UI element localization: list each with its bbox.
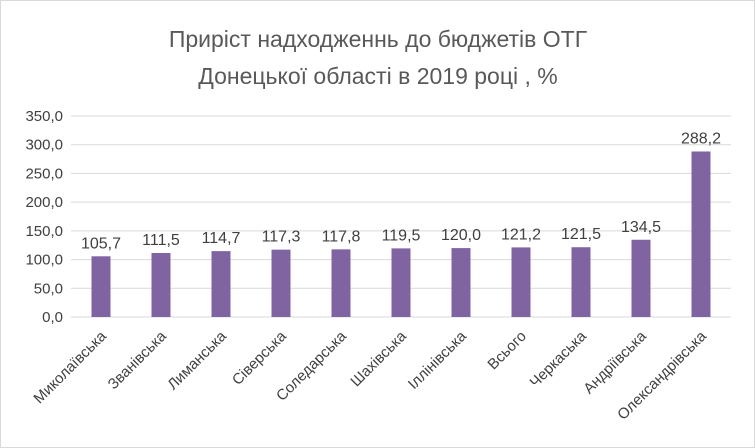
category-label: Сіверська bbox=[229, 327, 290, 388]
data-label: 114,7 bbox=[202, 230, 241, 247]
chart-title-line-2: Донецької області в 2019 році , % bbox=[198, 63, 558, 89]
bar bbox=[451, 248, 471, 317]
bar bbox=[391, 248, 411, 317]
y-tick-label: 200,0 bbox=[25, 194, 63, 211]
y-tick-label: 250,0 bbox=[25, 165, 63, 182]
data-label: 121,5 bbox=[561, 226, 601, 243]
category-label: Черкаська bbox=[527, 327, 591, 391]
bar bbox=[511, 247, 531, 317]
data-label: 111,5 bbox=[142, 232, 180, 249]
category-label: Всього bbox=[484, 328, 529, 373]
category-label: Званівська bbox=[105, 327, 171, 393]
y-tick-label: 350,0 bbox=[25, 108, 63, 125]
data-label: 134,5 bbox=[621, 219, 661, 236]
data-label: 117,3 bbox=[262, 229, 301, 246]
y-tick-label: 300,0 bbox=[25, 137, 63, 154]
bar bbox=[331, 249, 351, 317]
data-label: 119,5 bbox=[382, 227, 421, 244]
data-label: 120,0 bbox=[441, 227, 481, 244]
data-label: 117,8 bbox=[322, 228, 361, 245]
y-tick-label: 50,0 bbox=[34, 280, 63, 297]
chart-title-line-1: Приріст надходженнь до бюджетів ОТГ bbox=[169, 26, 588, 52]
y-tick-label: 0,0 bbox=[42, 309, 63, 326]
y-tick-label: 100,0 bbox=[25, 252, 63, 269]
bar bbox=[691, 151, 711, 317]
bar bbox=[571, 247, 591, 317]
bar bbox=[631, 239, 651, 317]
bar bbox=[151, 252, 171, 317]
bar bbox=[91, 256, 111, 317]
bars bbox=[91, 151, 711, 317]
y-axis-ticks: 0,0 50,0 100,0 150,0 200,0 250,0 300,0 350,0 bbox=[25, 108, 63, 326]
data-labels: 105,7 111,5 114,7 117,3 117,8 119,5 120,0 121,2… bbox=[81, 130, 721, 252]
bar bbox=[211, 251, 231, 317]
category-label: Лиманська bbox=[164, 327, 230, 393]
category-label: Іллінівська bbox=[405, 327, 470, 392]
bar bbox=[271, 249, 291, 317]
data-label: 121,2 bbox=[501, 226, 541, 243]
category-label: Шахівська bbox=[347, 327, 410, 390]
data-label: 105,7 bbox=[81, 235, 121, 252]
category-label: Миколаївська bbox=[30, 327, 110, 407]
y-tick-label: 150,0 bbox=[25, 223, 63, 240]
data-label: 288,2 bbox=[681, 130, 721, 147]
